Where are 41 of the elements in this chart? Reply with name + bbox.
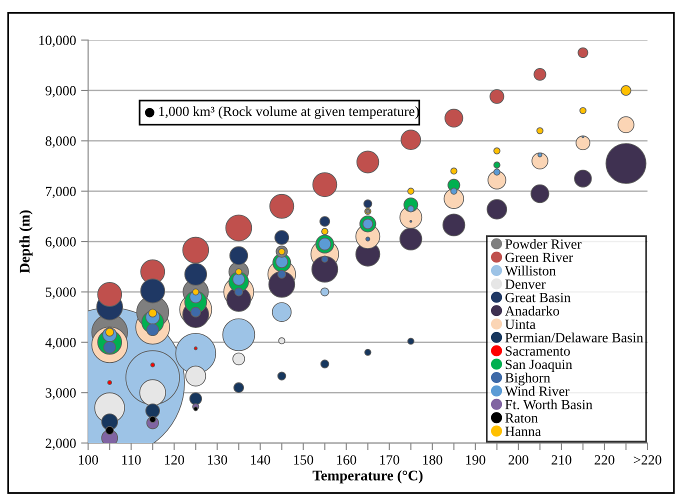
x-tick-label: 150 [294, 455, 314, 465]
x-axis-title: Temperature (°C) [312, 470, 423, 484]
legend-label: Anadarko [505, 306, 560, 316]
x-tick-label: 170 [380, 455, 400, 465]
x-tick-label: 130 [208, 455, 228, 465]
legend-label: Green River [505, 252, 573, 262]
legend-label: Uinta [505, 320, 536, 329]
legend-label: Powder River [505, 238, 582, 249]
legend-label: Raton [505, 413, 538, 423]
legend-label: San Joaquin [506, 360, 572, 372]
legend-label: Great Basin [505, 292, 571, 302]
x-tick-label: 180 [423, 455, 442, 465]
x-tick-label: 210 [552, 455, 572, 465]
y-tick-label: 6,000 [46, 237, 76, 249]
legend-label: Wind River [504, 386, 570, 396]
y-axis-title: Depth (m) [19, 210, 33, 274]
x-tick-label: 120 [165, 455, 184, 465]
legend-label: Denver [505, 280, 546, 289]
y-tick-label: 9,000 [46, 86, 76, 98]
legend-label: Hanna [505, 426, 541, 436]
legend-label: 1,000 km³ (Rock volume at given temperature) [159, 106, 419, 119]
legend-label: Ft. Worth Basin [505, 400, 592, 410]
y-tick-label: 7,000 [46, 186, 76, 198]
x-tick-label: 200 [508, 455, 528, 465]
y-tick-label: 4,000 [45, 338, 76, 350]
x-tick-label: 190 [466, 455, 486, 465]
x-tick-label: 110 [122, 455, 141, 465]
x-tick-label: 140 [251, 455, 270, 465]
y-tick-label: 3,000 [46, 388, 76, 400]
x-tick-label: >220 [634, 455, 662, 465]
legend-label: Williston [504, 266, 556, 276]
legend-label: Bighorn [505, 372, 550, 386]
x-tick-label: 160 [337, 455, 356, 465]
legend-label: Sacramento [506, 346, 570, 356]
y-tick-label: 10,000 [39, 36, 76, 48]
y-tick-label: 2,000 [46, 438, 76, 450]
x-tick-label: 220 [594, 455, 614, 465]
x-tick-label: 100 [78, 455, 98, 465]
y-tick-label: 8,000 [46, 136, 76, 148]
y-tick-label: 5,000 [46, 288, 76, 299]
legend-label: Permian/Delaware Basin [505, 332, 644, 342]
